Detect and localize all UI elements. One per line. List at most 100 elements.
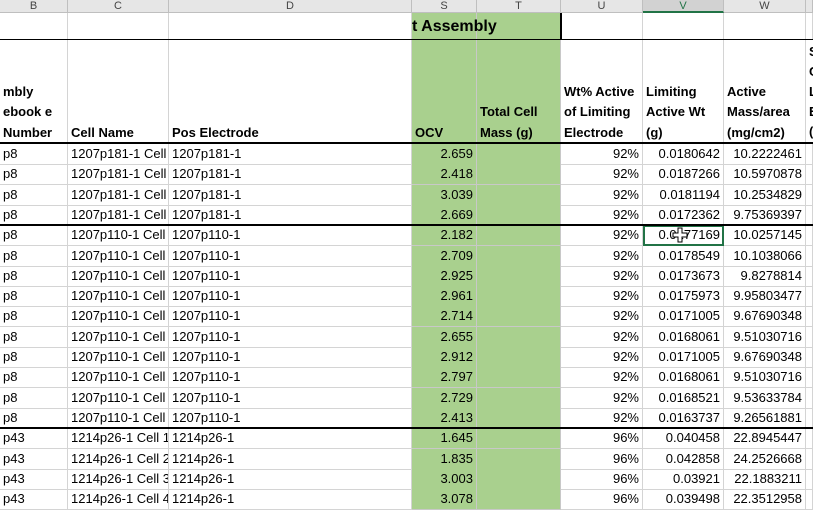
cell-d[interactable]: 1207p110-1 — [169, 286, 412, 308]
cell-w[interactable]: 9.95803477 — [724, 286, 806, 308]
cell-s[interactable]: 2.797 — [412, 367, 477, 389]
column-header-d[interactable]: D — [169, 0, 412, 13]
cell-b[interactable]: p43 — [0, 468, 68, 490]
title-row-cell[interactable] — [412, 13, 477, 40]
cell-d[interactable]: 1207p181-1 — [169, 144, 412, 165]
column-header-u[interactable]: U — [561, 0, 643, 13]
cell-t[interactable] — [477, 448, 561, 470]
cell-t[interactable] — [477, 144, 561, 165]
cell-u[interactable]: 92% — [561, 265, 643, 287]
cell-c[interactable]: 1214p26-1 Cell 1 — [68, 428, 169, 450]
cell-b[interactable]: p43 — [0, 448, 68, 470]
cell-s[interactable]: 1.835 — [412, 448, 477, 470]
cell-w[interactable]: 22.1883211 — [724, 468, 806, 490]
cell-s[interactable]: 2.669 — [412, 204, 477, 226]
cell-c[interactable]: 1207p110-1 Cell — [68, 286, 169, 308]
cell-t[interactable] — [477, 468, 561, 490]
cell-b[interactable]: p8 — [0, 367, 68, 389]
cell-b[interactable]: p43 — [0, 489, 68, 510]
cell-v[interactable]: 0.0180642 — [643, 144, 724, 165]
cell-d[interactable]: 1207p181-1 — [169, 204, 412, 226]
column-header-x[interactable] — [806, 0, 813, 13]
cell-x[interactable] — [806, 347, 813, 368]
cell-w[interactable]: 10.1038066 — [724, 245, 806, 267]
cell-s[interactable]: 2.912 — [412, 347, 477, 368]
cell-d[interactable]: 1207p181-1 — [169, 164, 412, 186]
cell-x[interactable] — [806, 428, 813, 450]
cell-c[interactable]: 1207p181-1 Cell — [68, 184, 169, 206]
cell-d[interactable]: 1207p110-1 — [169, 245, 412, 267]
cell-v[interactable]: 0.0173673 — [643, 265, 724, 287]
cell-d[interactable]: 1207p110-1 — [169, 326, 412, 348]
cell-x[interactable] — [806, 306, 813, 328]
cell-s[interactable]: 2.413 — [412, 407, 477, 429]
cell-v[interactable]: 0.0163737 — [643, 407, 724, 429]
cell-s[interactable]: 2.961 — [412, 286, 477, 308]
cell-c[interactable]: 1207p110-1 Cell — [68, 387, 169, 409]
cell-v[interactable]: 0.0178549 — [643, 245, 724, 267]
cell-b[interactable]: p8 — [0, 286, 68, 308]
cell-x[interactable] — [806, 407, 813, 429]
column-title-u[interactable]: Wt% Active of Limiting Electrode — [561, 40, 643, 144]
cell-s[interactable]: 3.003 — [412, 468, 477, 490]
cell-b[interactable]: p8 — [0, 387, 68, 409]
cell-v[interactable]: 0.0187266 — [643, 164, 724, 186]
cell-w[interactable]: 9.26561881 — [724, 407, 806, 429]
cell-d[interactable]: 1214p26-1 — [169, 428, 412, 450]
cell-c[interactable]: 1207p110-1 Cell — [68, 326, 169, 348]
cell-d[interactable]: 1207p110-1 — [169, 367, 412, 389]
cell-v[interactable]: 0.0181194 — [643, 184, 724, 206]
cell-s[interactable]: 2.709 — [412, 245, 477, 267]
cell-u[interactable]: 96% — [561, 428, 643, 450]
cell-c[interactable]: 1214p26-1 Cell 2 — [68, 448, 169, 470]
cell-w[interactable]: 9.8278814 — [724, 265, 806, 287]
cell-s[interactable]: 1.645 — [412, 428, 477, 450]
cell-x[interactable] — [806, 367, 813, 389]
cell-w[interactable]: 9.67690348 — [724, 306, 806, 328]
cell-x[interactable] — [806, 184, 813, 206]
cell-c[interactable]: 1214p26-1 Cell 4 — [68, 489, 169, 510]
cell-s[interactable]: 2.714 — [412, 306, 477, 328]
cell-b[interactable]: p8 — [0, 225, 68, 247]
cell-b[interactable]: p8 — [0, 245, 68, 267]
cell-d[interactable]: 1207p110-1 — [169, 265, 412, 287]
column-title-b[interactable]: mbly ebook e Number — [0, 40, 68, 144]
cell-t[interactable] — [477, 407, 561, 429]
cell-w[interactable]: 9.51030716 — [724, 367, 806, 389]
cell-t[interactable] — [477, 265, 561, 287]
cell-x[interactable] — [806, 387, 813, 409]
column-header-s[interactable]: S — [412, 0, 477, 13]
cell-c[interactable]: 1207p181-1 Cell — [68, 144, 169, 165]
column-title-t[interactable]: Total Cell Mass (g) — [477, 40, 561, 144]
cell-c[interactable]: 1207p110-1 Cell — [68, 225, 169, 247]
cell-u[interactable]: 92% — [561, 144, 643, 165]
cell-x[interactable] — [806, 489, 813, 510]
cell-u[interactable]: 92% — [561, 306, 643, 328]
title-row-cell[interactable] — [643, 13, 724, 40]
title-row-cell[interactable] — [806, 13, 813, 40]
cell-c[interactable]: 1207p110-1 Cell — [68, 245, 169, 267]
cell-d[interactable]: 1214p26-1 — [169, 489, 412, 510]
cell-w[interactable]: 10.2222461 — [724, 144, 806, 165]
cell-t[interactable] — [477, 204, 561, 226]
cell-v[interactable]: 0.0168521 — [643, 387, 724, 409]
cell-d[interactable]: 1207p110-1 — [169, 306, 412, 328]
cell-s[interactable]: 2.655 — [412, 326, 477, 348]
cell-c[interactable]: 1214p26-1 Cell 3 — [68, 468, 169, 490]
cell-x[interactable] — [806, 265, 813, 287]
cell-b[interactable]: p8 — [0, 204, 68, 226]
cell-v[interactable]: 0.040458 — [643, 428, 724, 450]
cell-u[interactable]: 92% — [561, 367, 643, 389]
cell-d[interactable]: 1207p181-1 — [169, 184, 412, 206]
cell-t[interactable] — [477, 347, 561, 368]
cell-x[interactable] — [806, 448, 813, 470]
cell-b[interactable]: p43 — [0, 428, 68, 450]
cell-x[interactable] — [806, 204, 813, 226]
cell-w[interactable]: 10.5970878 — [724, 164, 806, 186]
cell-b[interactable]: p8 — [0, 184, 68, 206]
cell-t[interactable] — [477, 306, 561, 328]
cell-u[interactable]: 92% — [561, 326, 643, 348]
cell-t[interactable] — [477, 184, 561, 206]
cell-t[interactable] — [477, 367, 561, 389]
column-header-b[interactable]: B — [0, 0, 68, 13]
